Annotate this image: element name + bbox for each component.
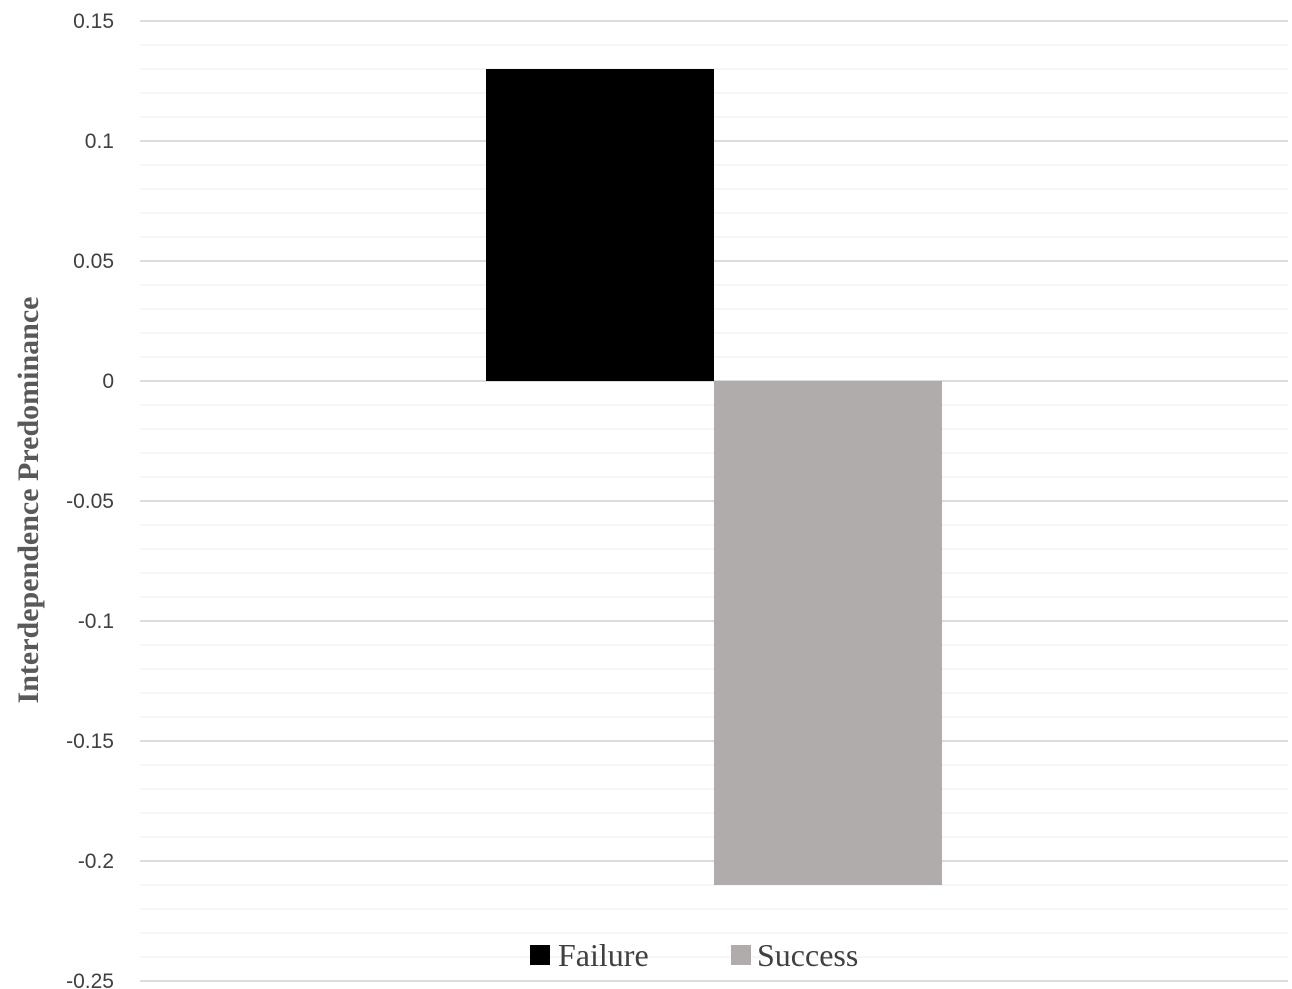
y-tick-label: 0 (102, 370, 114, 393)
y-axis-tick-labels: 0.15 0.1 0.05 0 -0.05 -0.1 -0.15 -0.2 -0.25 (66, 10, 114, 989)
legend: Failure Success (530, 937, 858, 973)
legend-swatch-success (731, 945, 751, 965)
legend-swatch-failure (530, 945, 550, 965)
y-tick-label: -0.1 (78, 610, 114, 633)
legend-label-success: Success (757, 937, 858, 973)
y-tick-label: -0.2 (78, 850, 114, 873)
y-tick-label: 0.15 (73, 10, 114, 33)
y-tick-label: 0.05 (73, 250, 114, 273)
y-tick-label: 0.1 (85, 130, 114, 153)
y-tick-label: -0.05 (66, 490, 114, 513)
bar-success (714, 381, 942, 885)
y-tick-label: -0.25 (66, 970, 114, 989)
y-tick-label: -0.15 (66, 730, 114, 753)
legend-label-failure: Failure (558, 937, 649, 973)
bar-failure (486, 69, 714, 381)
bars (486, 69, 942, 885)
y-axis-label: Interdependence Predominance (12, 297, 45, 704)
